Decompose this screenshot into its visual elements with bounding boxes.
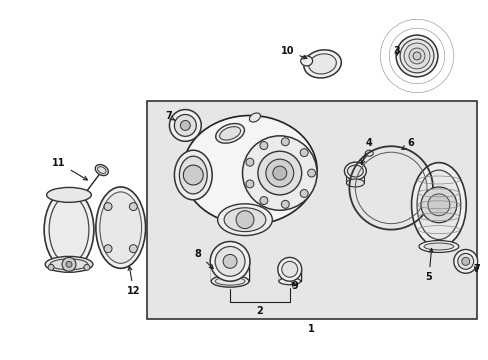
Ellipse shape: [344, 162, 366, 180]
Ellipse shape: [211, 275, 248, 287]
Circle shape: [307, 169, 315, 177]
Circle shape: [183, 165, 203, 185]
Ellipse shape: [179, 156, 207, 194]
Circle shape: [180, 121, 190, 130]
Bar: [278, 269, 300, 281]
Ellipse shape: [423, 243, 453, 250]
Ellipse shape: [346, 165, 363, 177]
Ellipse shape: [408, 48, 424, 64]
Ellipse shape: [412, 52, 420, 60]
Ellipse shape: [215, 277, 244, 285]
Circle shape: [84, 264, 90, 270]
Text: 7: 7: [165, 112, 174, 121]
Circle shape: [461, 257, 469, 265]
Circle shape: [48, 264, 54, 270]
Ellipse shape: [416, 170, 460, 239]
Ellipse shape: [45, 256, 93, 272]
Text: 11: 11: [52, 158, 87, 180]
Circle shape: [281, 138, 289, 146]
Text: 9: 9: [291, 281, 298, 291]
Circle shape: [129, 245, 137, 253]
Circle shape: [245, 158, 253, 166]
Circle shape: [420, 187, 456, 223]
Circle shape: [457, 253, 473, 269]
Circle shape: [427, 194, 449, 216]
Text: 12: 12: [126, 266, 140, 296]
Ellipse shape: [98, 167, 106, 174]
Ellipse shape: [399, 39, 433, 73]
Circle shape: [300, 149, 307, 157]
Text: 8: 8: [194, 249, 213, 269]
Ellipse shape: [95, 165, 108, 176]
Text: 3: 3: [393, 46, 400, 56]
Bar: [211, 261, 248, 281]
Ellipse shape: [300, 56, 312, 66]
Circle shape: [257, 151, 301, 195]
Circle shape: [272, 166, 286, 180]
Circle shape: [260, 197, 267, 204]
Circle shape: [281, 261, 297, 277]
Ellipse shape: [308, 54, 336, 74]
Ellipse shape: [215, 123, 244, 143]
FancyBboxPatch shape: [146, 100, 476, 319]
Ellipse shape: [183, 116, 316, 225]
Ellipse shape: [46, 188, 91, 202]
Text: 7: 7: [472, 264, 479, 274]
Ellipse shape: [411, 163, 465, 247]
Text: 2: 2: [256, 306, 263, 316]
Circle shape: [129, 203, 137, 211]
Ellipse shape: [418, 240, 458, 252]
Ellipse shape: [174, 150, 212, 200]
Ellipse shape: [346, 179, 364, 187]
Circle shape: [300, 189, 307, 197]
Text: 10: 10: [281, 46, 306, 59]
Circle shape: [453, 249, 477, 273]
Text: 1: 1: [307, 324, 314, 334]
Circle shape: [215, 247, 244, 276]
Circle shape: [236, 211, 253, 229]
Circle shape: [260, 141, 267, 149]
Circle shape: [210, 242, 249, 281]
Circle shape: [169, 109, 201, 141]
Text: 6: 6: [401, 138, 413, 149]
Ellipse shape: [100, 192, 142, 264]
Ellipse shape: [403, 43, 429, 69]
Ellipse shape: [50, 259, 88, 270]
Ellipse shape: [365, 150, 372, 156]
Ellipse shape: [224, 208, 265, 231]
Ellipse shape: [44, 190, 94, 269]
Circle shape: [62, 257, 76, 271]
Circle shape: [245, 180, 253, 188]
Circle shape: [223, 255, 237, 268]
Circle shape: [104, 203, 112, 211]
Bar: [346, 171, 364, 183]
Ellipse shape: [219, 127, 240, 140]
Ellipse shape: [242, 136, 316, 210]
Ellipse shape: [278, 278, 300, 285]
Circle shape: [174, 114, 196, 136]
Circle shape: [265, 159, 293, 187]
Circle shape: [281, 201, 289, 208]
Text: 4: 4: [361, 138, 372, 164]
Circle shape: [66, 261, 72, 267]
Circle shape: [277, 257, 301, 281]
Ellipse shape: [49, 196, 89, 264]
Ellipse shape: [395, 35, 437, 77]
Circle shape: [104, 245, 112, 253]
Ellipse shape: [249, 113, 260, 122]
Ellipse shape: [217, 204, 272, 235]
Ellipse shape: [96, 187, 145, 268]
Text: 5: 5: [425, 248, 432, 282]
Ellipse shape: [303, 50, 341, 78]
